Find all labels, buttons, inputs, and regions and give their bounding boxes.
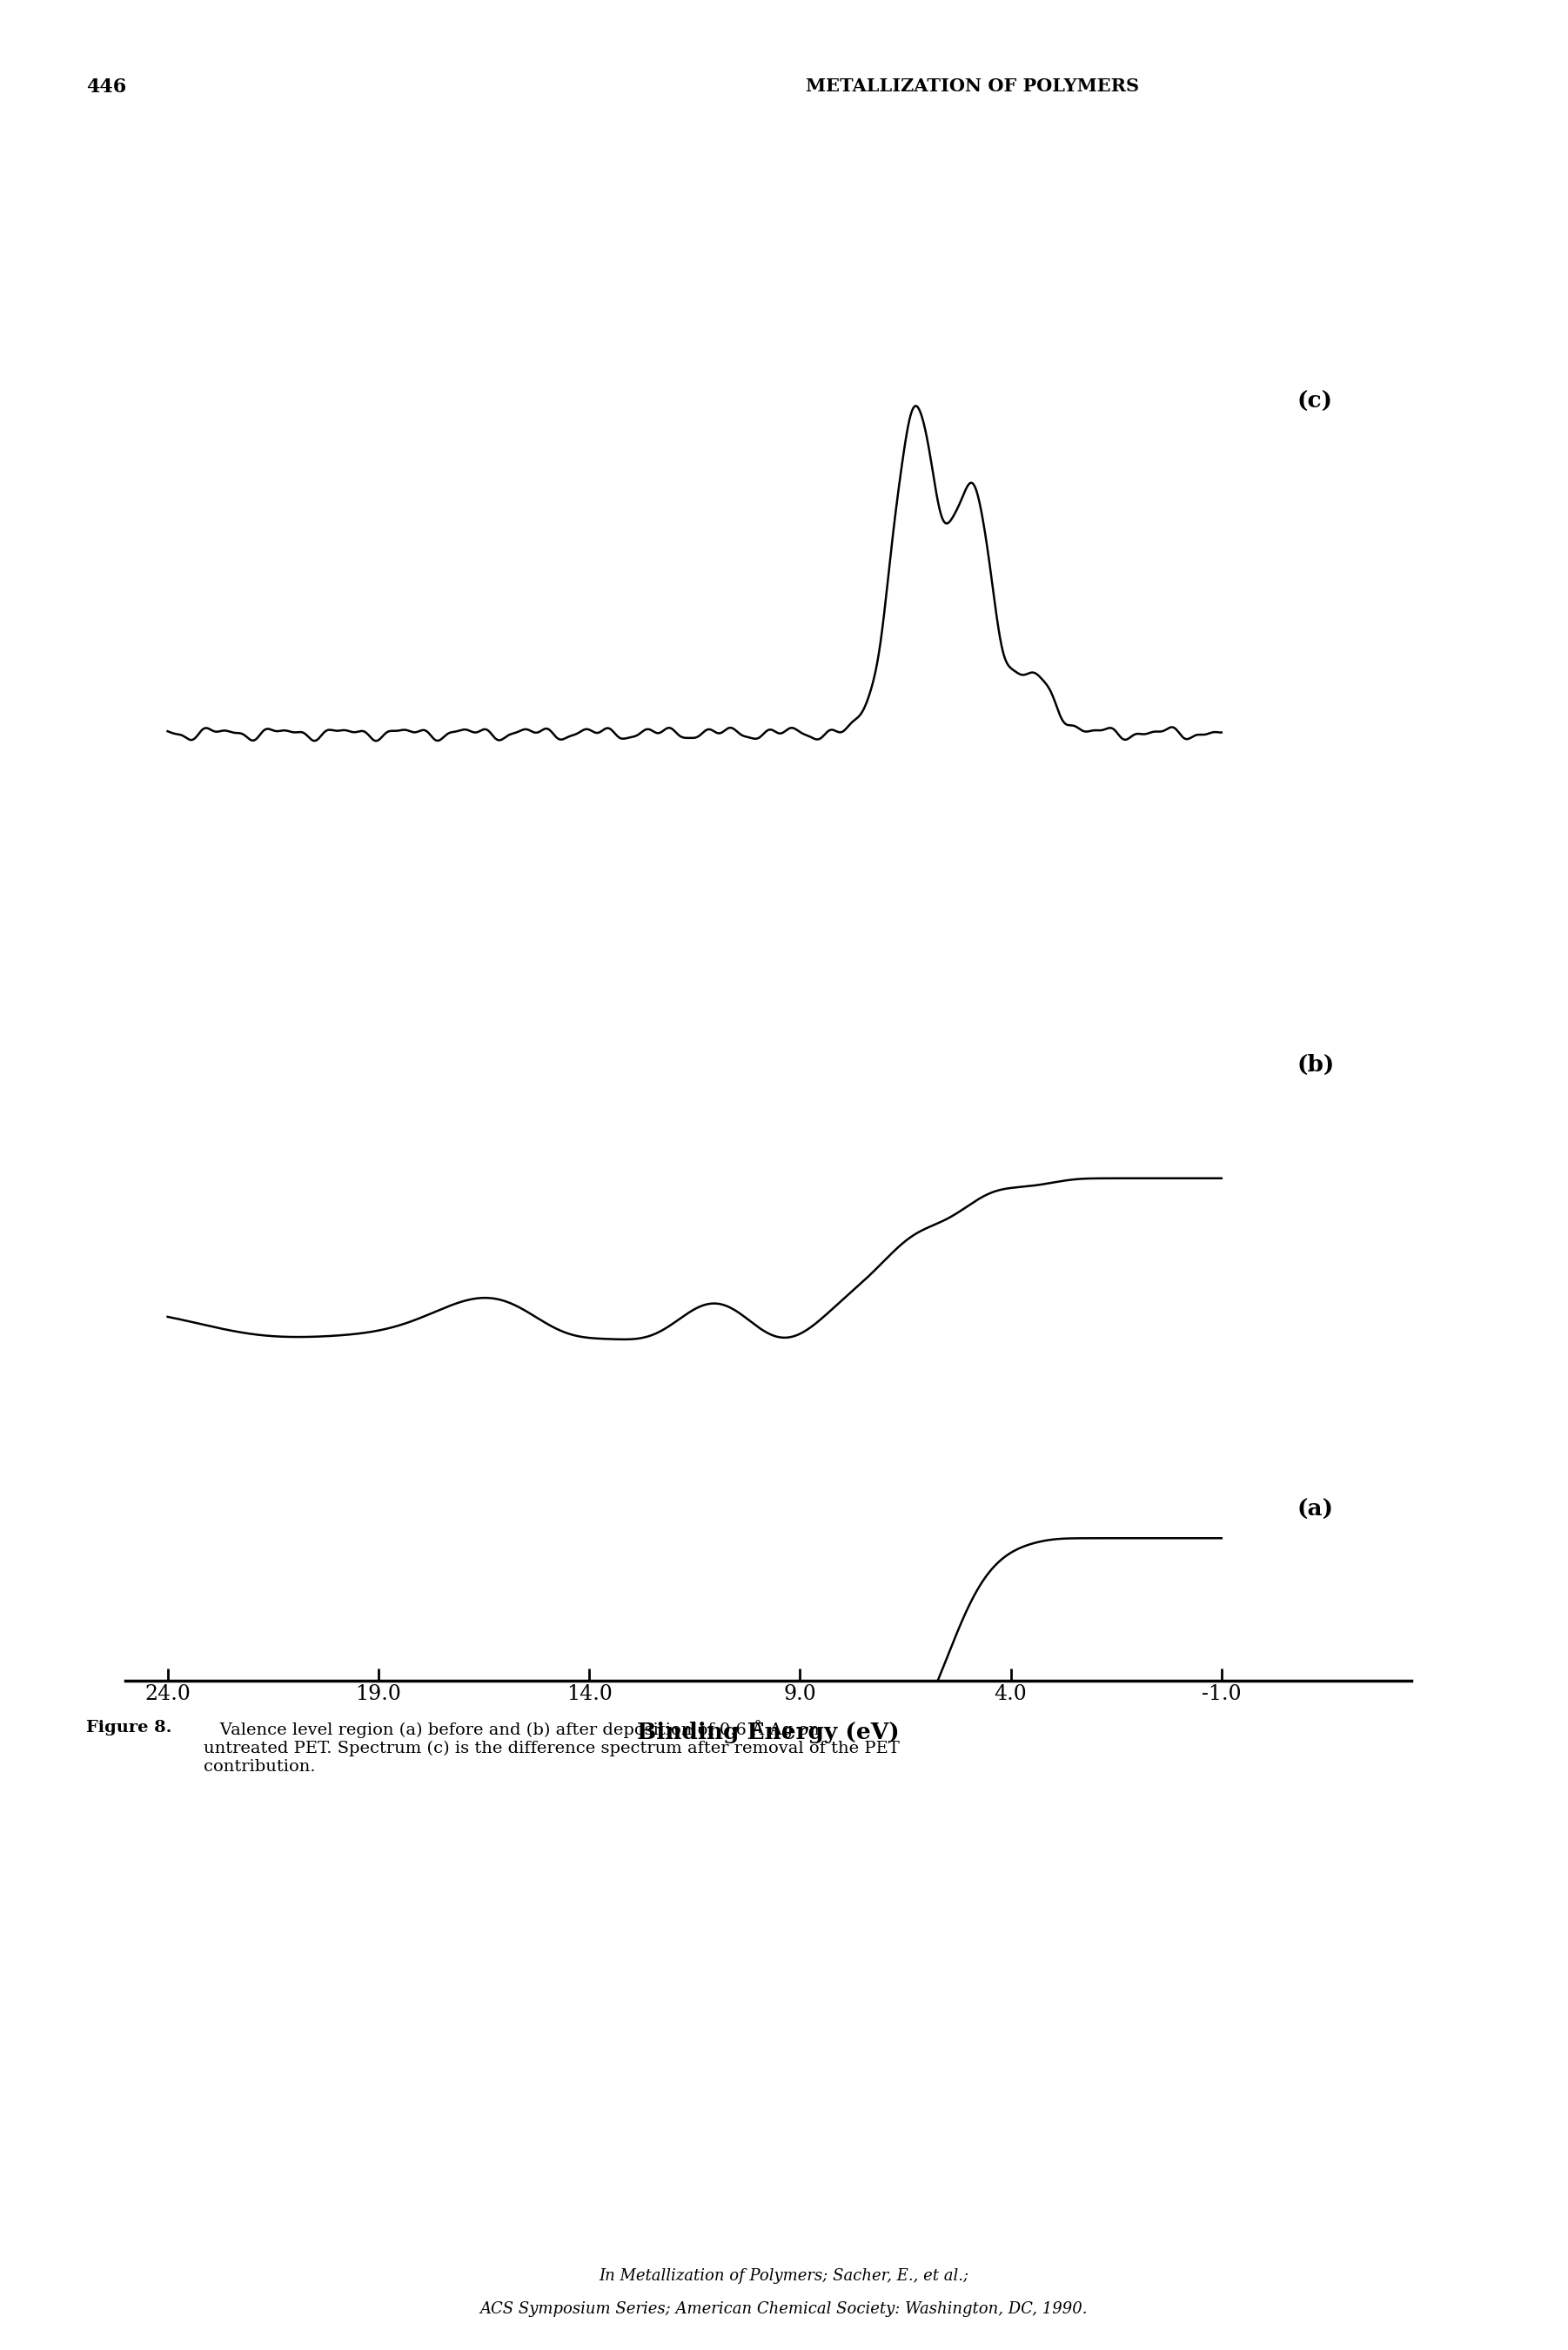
Text: (b): (b): [1297, 1053, 1334, 1076]
Text: Figure 8.: Figure 8.: [86, 1720, 172, 1737]
Text: ACS Symposium Series; American Chemical Society: Washington, DC, 1990.: ACS Symposium Series; American Chemical …: [480, 2301, 1088, 2317]
Text: In Metallization of Polymers; Sacher, E., et al.;: In Metallization of Polymers; Sacher, E.…: [599, 2268, 969, 2284]
Text: 446: 446: [86, 78, 127, 96]
X-axis label: Binding Energy (eV): Binding Energy (eV): [637, 1723, 900, 1744]
Text: Valence level region (a) before and (b) after deposition of 0.6 Å Ag on
untreate: Valence level region (a) before and (b) …: [204, 1720, 900, 1774]
Text: (c): (c): [1297, 390, 1333, 414]
Text: METALLIZATION OF POLYMERS: METALLIZATION OF POLYMERS: [806, 78, 1138, 94]
Text: (a): (a): [1297, 1499, 1334, 1520]
